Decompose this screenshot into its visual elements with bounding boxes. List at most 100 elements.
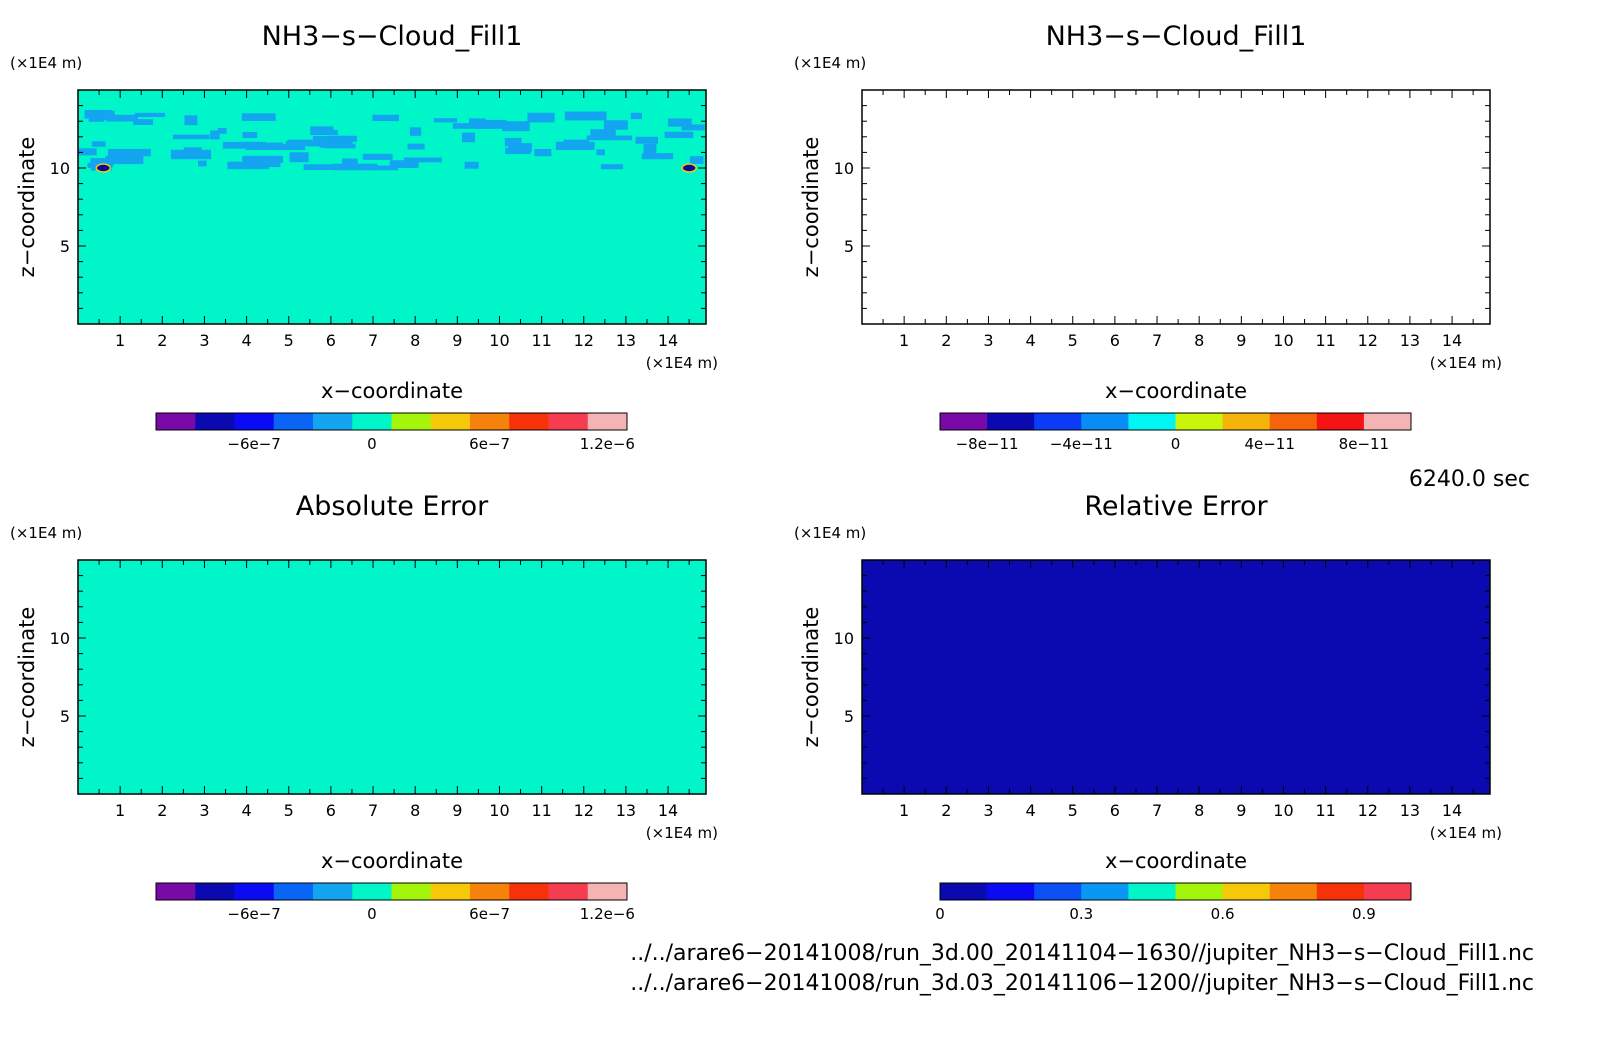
colorbar-frame (155, 412, 628, 431)
colorbar-swatch (987, 883, 1035, 900)
chart-title: Absolute Error (296, 491, 489, 522)
colorbar-swatch (156, 413, 196, 430)
cloud-cell (668, 118, 692, 127)
x-tick-label: 10 (489, 801, 509, 820)
x-tick-label: 8 (1194, 801, 1204, 820)
x-axis-label: x−coordinate (321, 849, 463, 873)
colorbar-tick-label: 1.2e−6 (580, 905, 635, 923)
cloud-cell (245, 142, 284, 150)
file-path-2: ../../arare6−20141008/run_3d.03_20141106… (630, 971, 1534, 996)
y-unit-label: (×1E4 m) (794, 524, 866, 542)
cloud-band (84, 109, 705, 147)
colorbar-swatch (548, 883, 589, 900)
chart-title: NH3−s−Cloud_Fill1 (1046, 21, 1307, 52)
colorbar-tick-label: 6e−7 (469, 435, 510, 453)
x-tick-label: 2 (941, 801, 951, 820)
y-unit-label: (×1E4 m) (10, 524, 82, 542)
x-tick-label: 12 (574, 801, 594, 820)
plot-frame (77, 89, 707, 325)
colorbar-swatch (1316, 883, 1365, 900)
y-axis-label: z−coordinate (15, 137, 39, 278)
y-tick-label: 5 (844, 237, 854, 256)
colorbar-swatch (587, 413, 628, 430)
colorbar-tick-label: 1.2e−6 (580, 435, 635, 453)
cloud-cell (341, 158, 358, 166)
file-path-1: ../../arare6−20141008/run_3d.00_20141104… (630, 941, 1534, 966)
colorbar-swatch (1222, 413, 1271, 430)
x-tick-label: 7 (368, 331, 378, 350)
colorbar-swatch (1128, 413, 1176, 430)
colorbar-swatch (352, 413, 392, 430)
colorbar-swatch (391, 413, 432, 430)
x-tick-label: 11 (531, 331, 551, 350)
chart-panel-3: Absolute Error(×1E4 m)1 2 3 4 5 6 7 8 9 10 11 12 13 1… (10, 491, 718, 923)
cloud-cell (504, 137, 522, 147)
plot-frame (77, 559, 707, 795)
colorbar-swatch (234, 413, 275, 430)
x-tick-label: 7 (1152, 801, 1162, 820)
cloud-cell (78, 148, 97, 156)
cloud-cell (590, 129, 616, 138)
colorbar-tick-label: 6e−7 (469, 905, 510, 923)
cloud-cell (596, 149, 606, 156)
x-tick-label: 1 (115, 331, 125, 350)
colorbar-tick-label: 0.9 (1352, 905, 1376, 923)
cloud-cell (464, 161, 479, 169)
extreme-spot (681, 163, 697, 173)
y-axis-ticks (862, 105, 1490, 309)
colorbar-swatch (1222, 883, 1271, 900)
x-tick-label: 4 (1025, 801, 1035, 820)
x-tick-label: 9 (1236, 801, 1246, 820)
x-axis-ticks (98, 560, 690, 794)
x-tick-label: 4 (241, 331, 251, 350)
x-tick-label: 14 (658, 801, 678, 820)
cloud-cell (603, 120, 628, 130)
y-axis-label: z−coordinate (799, 607, 823, 748)
cloud-cell (373, 165, 398, 171)
colorbar-swatch (273, 883, 314, 900)
x-unit-label: (×1E4 m) (1430, 354, 1502, 372)
x-tick-label: 5 (284, 801, 294, 820)
x-tick-label: 13 (1400, 331, 1420, 350)
cloud-cell (289, 152, 309, 163)
x-tick-label: 12 (1358, 331, 1378, 350)
x-tick-label: 8 (410, 801, 420, 820)
cloud-cell (217, 128, 227, 134)
x-axis-label: x−coordinate (321, 379, 463, 403)
colorbar-swatch (587, 883, 628, 900)
colorbar-frame (939, 412, 1412, 431)
plot-frame (861, 559, 1491, 795)
cloud-cell (210, 130, 220, 140)
y-tick-label: 10 (50, 629, 70, 648)
cloud-cell (409, 127, 422, 136)
colorbar-swatch (548, 413, 589, 430)
y-axis-label: z−coordinate (799, 137, 823, 278)
chart-title: Relative Error (1084, 491, 1268, 522)
cloud-cell (641, 153, 674, 160)
x-tick-label: 13 (616, 801, 636, 820)
colorbar-swatch (987, 413, 1035, 430)
x-tick-label: 6 (326, 801, 336, 820)
cloud-cell (586, 135, 633, 141)
colorbar-frame (939, 882, 1412, 901)
cloud-cell (84, 109, 112, 119)
x-tick-label: 8 (1194, 331, 1204, 350)
colorbar: −6e−7 0 6e−7 1.2e−6 (155, 412, 635, 453)
colorbar: 0 0.3 0.6 0.9 (935, 882, 1412, 923)
x-tick-label: 4 (1025, 331, 1035, 350)
x-tick-label: 12 (574, 331, 594, 350)
colorbar-tick-label: −8e−11 (956, 435, 1019, 453)
cloud-cell (403, 157, 442, 163)
x-tick-label: 5 (284, 331, 294, 350)
colorbar-swatch (313, 883, 353, 900)
colorbar-swatch (195, 413, 235, 430)
colorbar-tick-label: 0.6 (1211, 905, 1235, 923)
cloud-cell (268, 143, 306, 151)
colorbar-swatch (156, 883, 196, 900)
x-tick-label: 11 (531, 801, 551, 820)
cloud-cell (372, 114, 399, 122)
colorbar-swatch (391, 883, 432, 900)
cloud-cell (362, 153, 393, 160)
x-tick-label: 3 (983, 331, 993, 350)
x-tick-label: 7 (1152, 331, 1162, 350)
